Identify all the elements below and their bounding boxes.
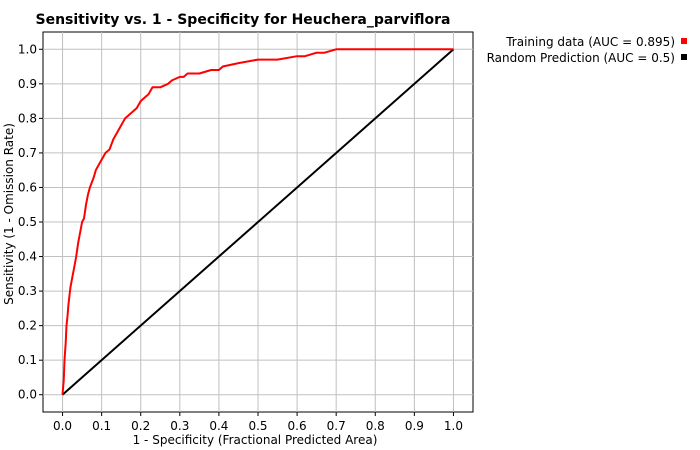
y-axis-label: Sensitivity (1 - Omission Rate) — [2, 123, 16, 305]
y-tick-label: 0.0 — [18, 388, 37, 402]
legend-swatch — [681, 54, 687, 60]
training-data-line — [61, 48, 454, 395]
x-tick-label: 0.2 — [131, 419, 150, 433]
x-tick-label: 0.6 — [288, 419, 307, 433]
y-tick-label: 0.4 — [18, 250, 37, 264]
legend-swatch — [681, 38, 687, 44]
y-tick-label: 0.8 — [18, 111, 37, 125]
y-tick-label: 0.3 — [18, 284, 37, 298]
x-tick-label: 0.3 — [170, 419, 189, 433]
series-lines — [61, 48, 455, 396]
y-tick-label: 0.5 — [18, 215, 37, 229]
x-tick-label: 0.4 — [209, 419, 228, 433]
x-tick-label: 0.0 — [53, 419, 72, 433]
y-tick-label: 0.2 — [18, 319, 37, 333]
chart-title: Sensitivity vs. 1 - Specificity for Heuc… — [35, 12, 450, 28]
y-tick-label: 1.0 — [18, 42, 37, 56]
axis-ticks: 0.0 0.1 0.2 0.3 0.4 0.5 0.6 0.7 0.8 0.9 1.0 0.0 0.1 0… — [18, 42, 463, 433]
gridlines — [43, 32, 473, 412]
y-tick-label: 0.1 — [18, 353, 37, 367]
x-tick-label: 0.7 — [327, 419, 346, 433]
random-prediction-line — [61, 48, 455, 396]
y-tick-label: 0.6 — [18, 180, 37, 194]
legend-label: Random Prediction (AUC = 0.5) — [487, 51, 675, 65]
x-tick-label: 0.1 — [92, 419, 111, 433]
legend: Training data (AUC = 0.895) Random Predic… — [487, 35, 687, 65]
x-tick-label: 0.5 — [248, 419, 267, 433]
legend-label: Training data (AUC = 0.895) — [505, 35, 675, 49]
x-tick-label: 0.9 — [405, 419, 424, 433]
x-tick-label: 1.0 — [444, 419, 463, 433]
y-tick-label: 0.7 — [18, 146, 37, 160]
x-tick-label: 0.8 — [366, 419, 385, 433]
x-axis-label: 1 - Specificity (Fractional Predicted Ar… — [133, 433, 378, 447]
y-tick-label: 0.9 — [18, 77, 37, 91]
